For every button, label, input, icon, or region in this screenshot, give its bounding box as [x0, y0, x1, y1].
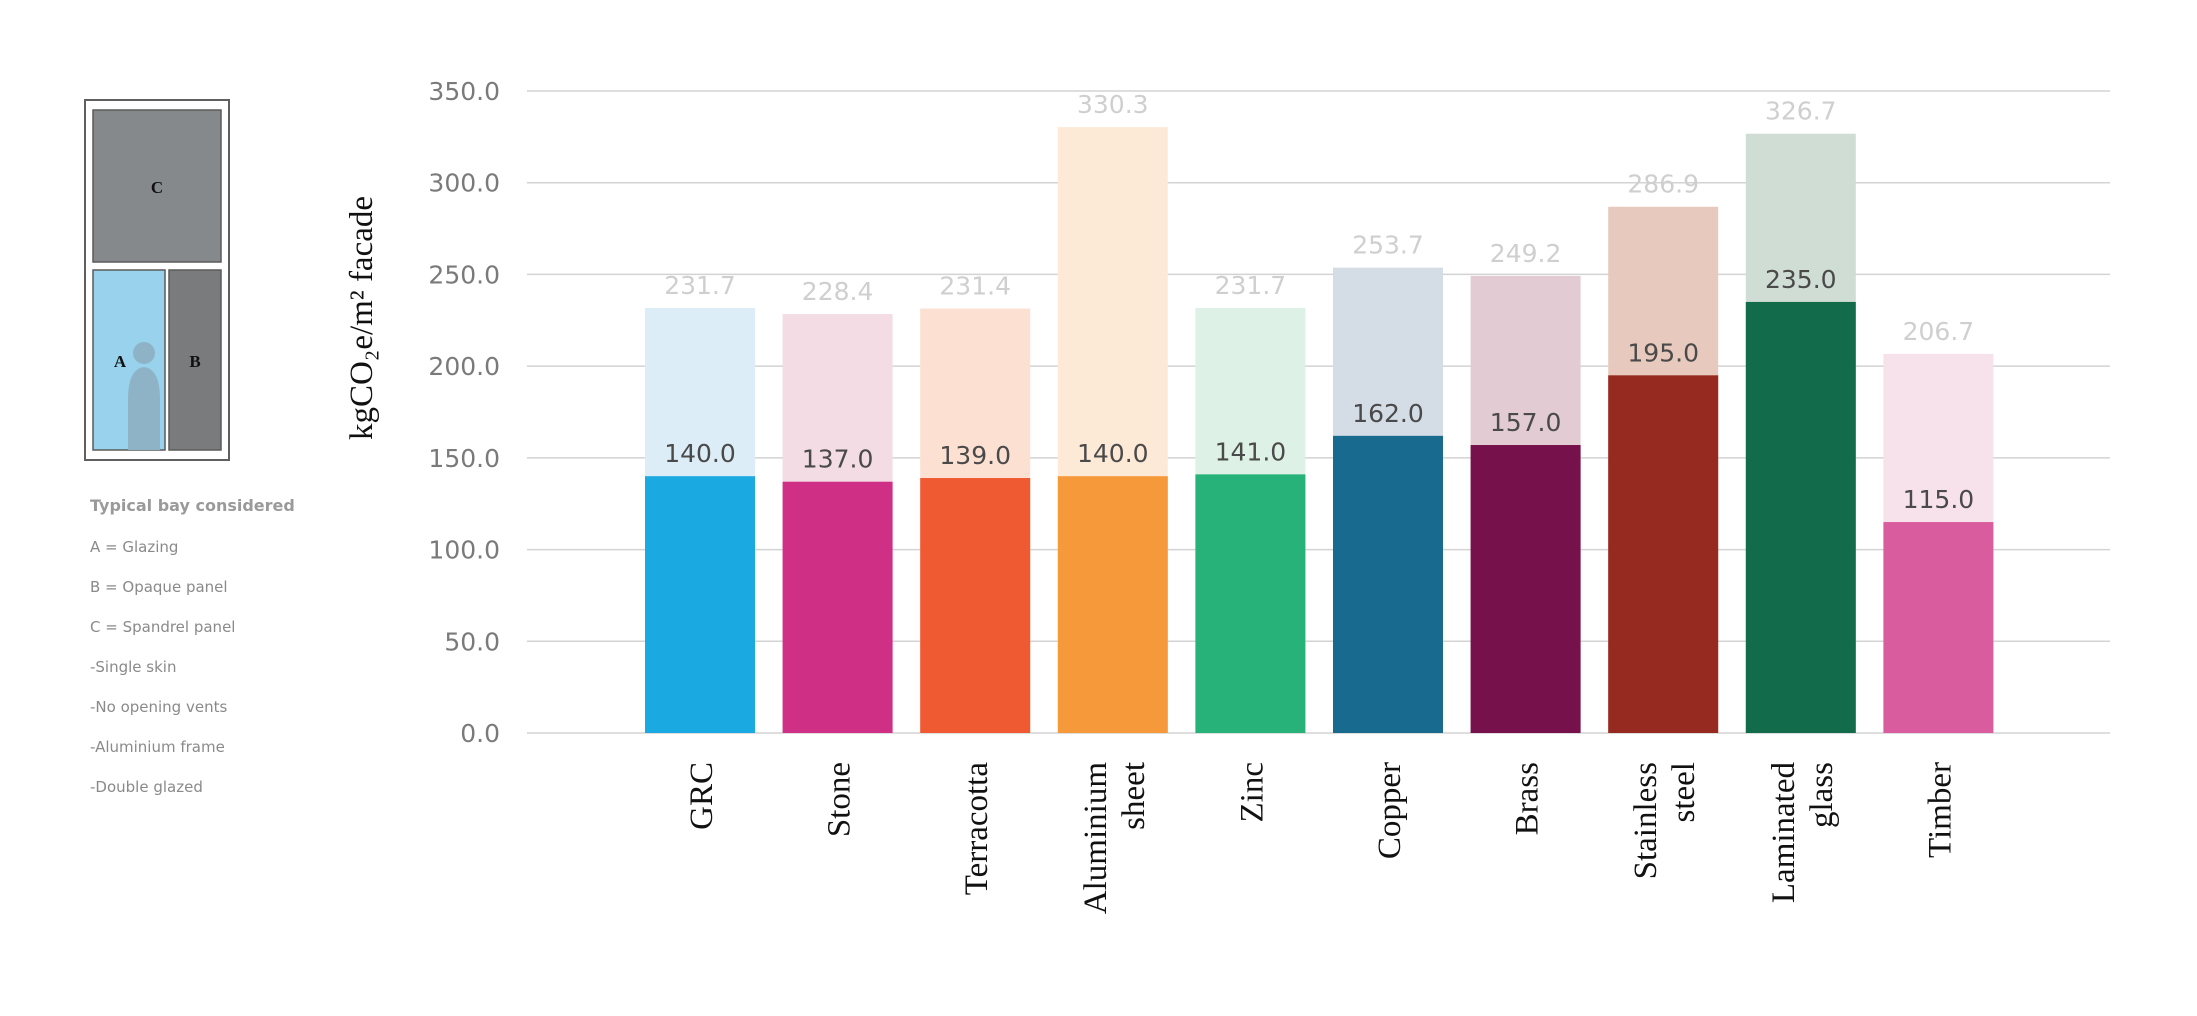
material-bar [1057, 476, 1168, 733]
material-bar [1745, 301, 1856, 733]
material-data-label: 140.0 [1077, 439, 1149, 468]
material-data-label: 140.0 [664, 439, 736, 468]
panel-b-label: B [189, 352, 200, 371]
typical-bay-diagram: C A B [84, 99, 230, 461]
material-data-label: 115.0 [1903, 485, 1975, 514]
y-tick-label: 0.0 [460, 719, 500, 748]
y-tick-label: 150.0 [428, 444, 500, 473]
y-tick-label: 200.0 [428, 352, 500, 381]
material-bar [645, 476, 755, 733]
material-data-label: 195.0 [1627, 338, 1699, 367]
y-tick-label: 250.0 [428, 260, 500, 289]
legend-item-spandrel-panel: C = Spandrel panel [90, 618, 236, 636]
x-tick-label: GRC [684, 762, 720, 830]
total-data-label: 231.7 [1215, 271, 1287, 300]
x-tick-label: Laminated [1766, 762, 1802, 904]
x-tick-label: Aluminium [1078, 762, 1114, 915]
opaque-panel [168, 269, 222, 451]
legend-title: Typical bay considered [90, 496, 295, 515]
bars [645, 127, 1994, 734]
x-tick-label: glass [1804, 762, 1840, 828]
material-bar [1195, 474, 1306, 733]
legend-item-opaque-panel: B = Opaque panel [90, 578, 228, 596]
data-labels: 231.7 140.0 228.4 137.0 231.4 139.0 330.3 140.0… [664, 90, 1974, 514]
total-data-label: 286.9 [1627, 170, 1699, 199]
total-data-label: 206.7 [1903, 317, 1975, 346]
x-tick-label: Copper [1372, 762, 1408, 859]
total-data-label: 228.4 [802, 277, 874, 306]
material-bar [1333, 435, 1443, 733]
x-tick-label: Brass [1510, 762, 1546, 835]
material-data-label: 141.0 [1215, 437, 1287, 466]
material-bar [782, 481, 893, 733]
y-axis-label: kgCO₂e/m² facade [344, 196, 380, 440]
material-bar [1608, 375, 1719, 733]
total-data-label: 249.2 [1490, 239, 1562, 268]
x-tick-label: sheet [1116, 762, 1152, 830]
x-axis-ticks: GRC Stone Terracotta Aluminium sheet Zinc Copp… [684, 762, 1958, 915]
material-data-label: 157.0 [1490, 408, 1562, 437]
legend-item-glazing: A = Glazing [90, 538, 179, 556]
x-tick-label: steel [1666, 762, 1702, 822]
material-bar [920, 478, 1031, 733]
total-data-label: 326.7 [1765, 97, 1837, 126]
legend-panel: C A B Typical bay considered A = Glazing… [0, 0, 330, 1016]
legend-item-no-opening-vents: -No opening vents [90, 698, 228, 716]
x-tick-label: Stone [822, 762, 858, 837]
x-tick-label: Zinc [1234, 762, 1270, 822]
total-data-label: 330.3 [1077, 90, 1149, 119]
material-data-label: 139.0 [939, 441, 1011, 470]
material-bar [1883, 522, 1994, 733]
legend-item-double-glazed: -Double glazed [90, 778, 203, 796]
x-tick-label: Timber [1922, 762, 1958, 858]
panel-a-label: A [114, 352, 127, 371]
panel-c-label: C [151, 178, 163, 197]
total-data-label: 253.7 [1352, 231, 1424, 260]
gridlines [527, 90, 2110, 734]
legend-item-aluminium-frame: -Aluminium frame [90, 738, 225, 756]
material-data-label: 137.0 [802, 445, 874, 474]
y-tick-label: 350.0 [428, 77, 500, 106]
material-data-label: 235.0 [1765, 265, 1837, 294]
spandrel-panel [92, 109, 222, 263]
x-tick-label: Stainless [1628, 762, 1664, 879]
y-axis-ticks: 0.0 50.0 100.0 150.0 200.0 250.0 300.0 350.0 [428, 77, 500, 748]
y-tick-label: 100.0 [428, 536, 500, 565]
total-data-label: 231.7 [664, 271, 736, 300]
y-tick-label: 300.0 [428, 169, 500, 198]
legend-item-single-skin: -Single skin [90, 658, 177, 676]
material-data-label: 162.0 [1352, 399, 1424, 428]
person-silhouette-icon [128, 342, 160, 450]
y-tick-label: 50.0 [444, 627, 500, 656]
total-data-label: 231.4 [939, 272, 1011, 301]
x-tick-label: Terracotta [959, 762, 995, 896]
material-bar [1470, 445, 1581, 733]
